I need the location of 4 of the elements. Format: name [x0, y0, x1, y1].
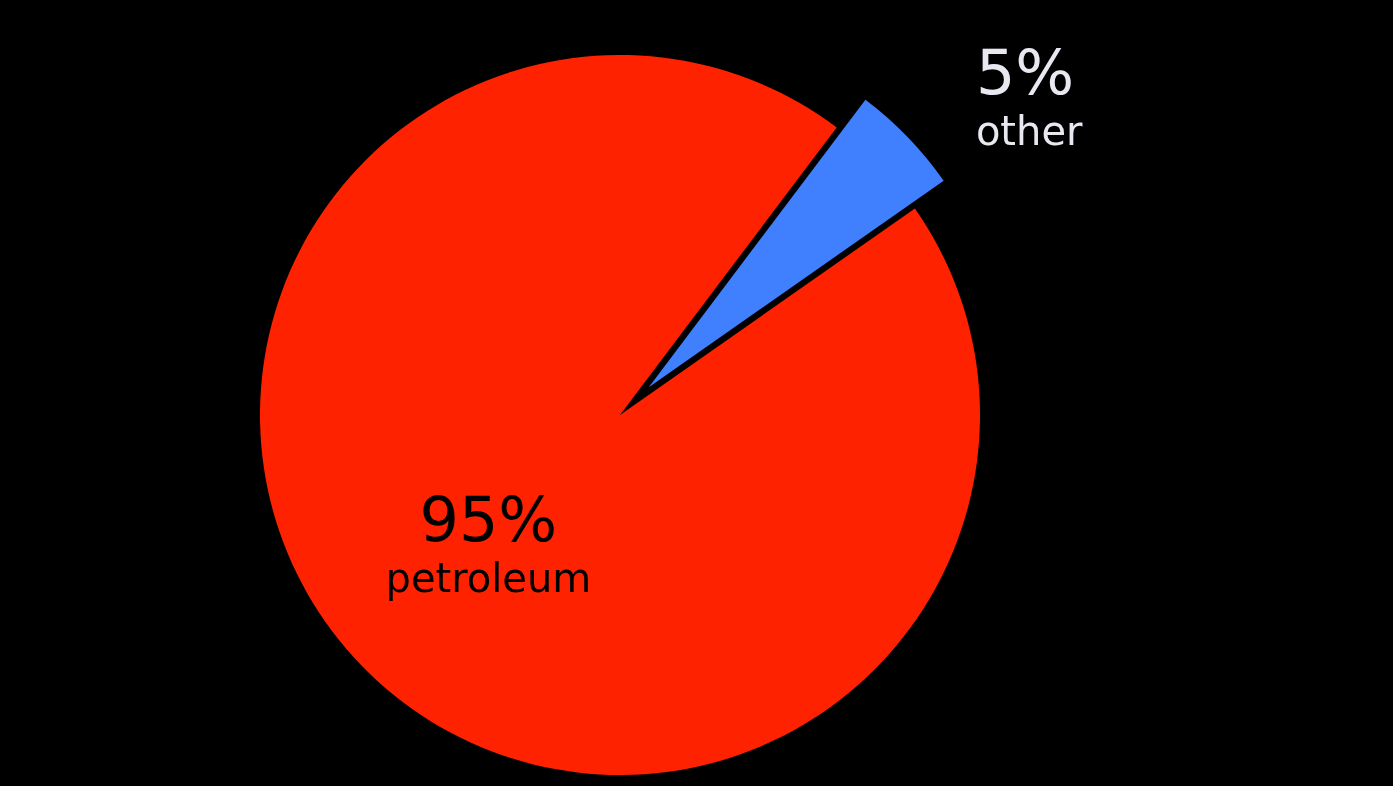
data-label: 5% [975, 35, 1075, 109]
data-label: 95% [419, 482, 558, 556]
slice-label: other [975, 108, 1084, 155]
slice-label: petroleum [385, 555, 592, 602]
